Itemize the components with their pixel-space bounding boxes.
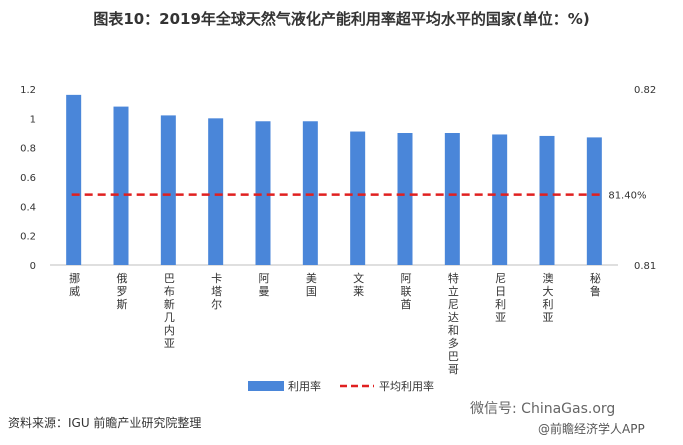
category-label: 秘鲁: [590, 271, 601, 298]
left-tick-label: 1: [30, 114, 36, 125]
left-tick-label: 0.4: [20, 202, 36, 213]
bar-1: [66, 94, 82, 265]
bar-5: [255, 121, 271, 266]
bar-10: [492, 134, 508, 265]
left-axis-ticks: 0 0.2 0.4 0.6 0.8 1 1.2: [20, 85, 36, 272]
left-tick-label: 0.8: [20, 144, 36, 155]
legend: 利用率 平均利用率: [248, 379, 434, 393]
left-tick-label: 0.2: [20, 232, 36, 243]
category-label: 文莱: [353, 271, 364, 298]
wechat-watermark: 微信号: ChinaGas.org: [470, 401, 616, 417]
category-label: 卡塔尔: [211, 272, 222, 311]
category-label: 尼日利亚: [495, 272, 506, 324]
bar-12: [586, 137, 602, 265]
legend-label-bar: 利用率: [288, 379, 321, 393]
left-tick-label: 0: [30, 261, 36, 272]
chart-title: 图表10：2019年全球天然气液化产能利用率超平均水平的国家(单位：%): [93, 10, 590, 28]
bar-9: [444, 133, 460, 265]
bar-2: [113, 106, 129, 265]
bar-4: [208, 118, 224, 265]
bar-7: [350, 131, 366, 265]
category-label: 澳大利亚: [543, 272, 554, 324]
bar-3: [160, 115, 176, 266]
category-label: 特立尼达和多巴哥: [448, 271, 459, 376]
category-labels: 挪威 俄罗斯 巴布新几内亚 卡塔尔 阿曼 美国 文莱 阿联酋 特立尼达和多巴哥 尼日利亚 澳大利亚 秘…: [69, 271, 601, 376]
legend-label-line: 平均利用率: [379, 379, 434, 393]
average-value-label: 81.40%: [608, 191, 646, 202]
right-axis-ticks: 0.81 0.82: [634, 85, 656, 272]
left-tick-label: 0.6: [20, 173, 36, 184]
right-tick-label: 0.81: [634, 261, 656, 272]
bar-6: [302, 121, 318, 266]
average-line-series: 81.40%: [71, 191, 646, 202]
category-label: 挪威: [69, 271, 80, 298]
bar-11: [539, 135, 555, 265]
bar-series: [66, 94, 602, 266]
source-note: 资料来源：IGU 前瞻产业研究院整理: [8, 416, 202, 430]
legend-swatch-bar: [248, 381, 284, 391]
right-tick-label: 0.82: [634, 85, 656, 96]
left-tick-label: 1.2: [20, 85, 36, 96]
app-watermark: @前瞻经济学人APP: [538, 422, 645, 436]
category-label: 俄罗斯: [117, 272, 128, 311]
category-label: 阿曼: [259, 272, 270, 298]
category-label: 巴布新几内亚: [164, 272, 175, 350]
category-label: 阿联酋: [401, 272, 412, 311]
category-label: 美国: [306, 272, 317, 298]
bar-8: [397, 133, 413, 265]
